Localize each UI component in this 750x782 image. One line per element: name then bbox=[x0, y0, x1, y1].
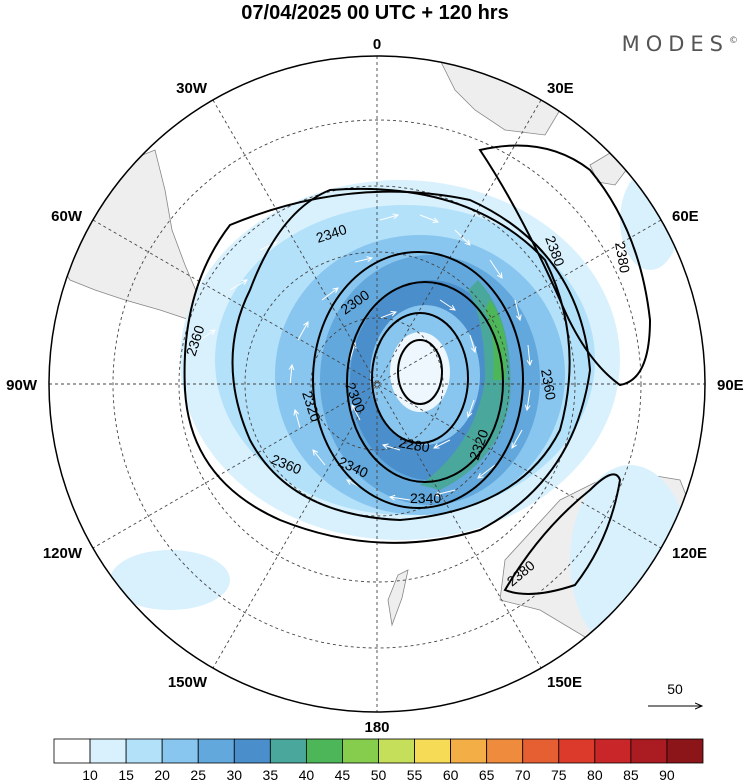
colorbar-label: 85 bbox=[623, 767, 639, 782]
vector-reference-value: 50 bbox=[667, 681, 683, 697]
lon-label-30e: 30E bbox=[547, 80, 574, 97]
brand-text: MODES bbox=[621, 32, 729, 56]
graticule bbox=[49, 56, 705, 712]
colorbar-label: 60 bbox=[443, 767, 459, 782]
longitude-labels: 0 30E 60E 90E 120E 150E 180 150W 120W 90… bbox=[6, 36, 744, 736]
colorbar-label: 55 bbox=[407, 767, 423, 782]
lon-label-60e: 60E bbox=[672, 208, 699, 225]
colorbar-swatch bbox=[233, 738, 271, 764]
colorbar-label: 80 bbox=[587, 767, 603, 782]
colorbar-label: 50 bbox=[371, 767, 387, 782]
colorbar-swatch bbox=[450, 738, 488, 764]
colorbar-swatch bbox=[89, 738, 127, 764]
colorbar-swatch bbox=[197, 738, 235, 764]
lon-label-120e: 120E bbox=[672, 545, 707, 562]
colorbar-swatch bbox=[414, 738, 452, 764]
map-title: 07/04/2025 00 UTC + 120 hrs bbox=[241, 2, 509, 24]
new-zealand bbox=[387, 569, 409, 627]
colorbar-label: 40 bbox=[299, 767, 315, 782]
colorbar-swatch bbox=[594, 738, 632, 764]
colorbar-label: 35 bbox=[263, 767, 279, 782]
lon-label-60w: 60W bbox=[51, 208, 83, 225]
lon-label-120w: 120W bbox=[43, 545, 83, 562]
map-boundary bbox=[48, 55, 706, 713]
colorbar-swatch bbox=[342, 738, 379, 764]
colorbar-swatch bbox=[161, 738, 199, 764]
lon-label-30w: 30W bbox=[176, 80, 208, 97]
lon-label-150e: 150E bbox=[547, 674, 582, 691]
colorbar-swatch bbox=[522, 738, 560, 764]
lon-label-90e: 90E bbox=[717, 377, 744, 394]
map-field bbox=[49, 56, 705, 712]
lon-label-0: 0 bbox=[373, 36, 381, 53]
south-america bbox=[49, 149, 201, 321]
wind-vectors bbox=[199, 215, 530, 500]
colorbar-swatch bbox=[305, 738, 343, 764]
colorbar-swatch bbox=[630, 738, 668, 764]
lon-label-150w: 150W bbox=[168, 674, 208, 691]
africa bbox=[439, 59, 561, 136]
colorbar-label: 75 bbox=[551, 767, 567, 782]
modes-logo: MODES© bbox=[622, 32, 738, 56]
contour-label: 2360 bbox=[538, 368, 559, 402]
colorbar-swatch bbox=[378, 738, 415, 764]
colorbar-swatch bbox=[53, 738, 91, 764]
height-contours bbox=[183, 144, 652, 595]
colorbar-swatch bbox=[666, 738, 704, 764]
lon-label-180: 180 bbox=[364, 719, 389, 736]
colorbar-label: 30 bbox=[226, 767, 242, 782]
lon-label-90w: 90W bbox=[6, 377, 38, 394]
colorbar-label: 45 bbox=[335, 767, 351, 782]
colorbar-swatch bbox=[486, 738, 524, 764]
colorbar-swatch bbox=[125, 738, 163, 764]
vector-reference: 50 bbox=[648, 681, 702, 706]
copyright-mark: © bbox=[729, 36, 738, 46]
contour-label: 2340 bbox=[410, 490, 441, 506]
contour-label: 2280 bbox=[397, 434, 431, 455]
colorbar-label: 25 bbox=[190, 767, 206, 782]
colorbar: 10 15 20 25 30 35 40 45 50 55 60 65 70 75 80 85 90 bbox=[53, 738, 704, 782]
colorbar-label: 20 bbox=[154, 767, 170, 782]
colorbar-label: 70 bbox=[515, 767, 531, 782]
contour-label: 2380 bbox=[612, 241, 633, 275]
colorbar-label: 10 bbox=[82, 767, 98, 782]
colorbar-swatch bbox=[558, 738, 596, 764]
colorbar-label: 65 bbox=[479, 767, 495, 782]
colorbar-label: 90 bbox=[659, 767, 675, 782]
colorbar-swatch bbox=[269, 738, 307, 764]
colorbar-label: 15 bbox=[118, 767, 134, 782]
